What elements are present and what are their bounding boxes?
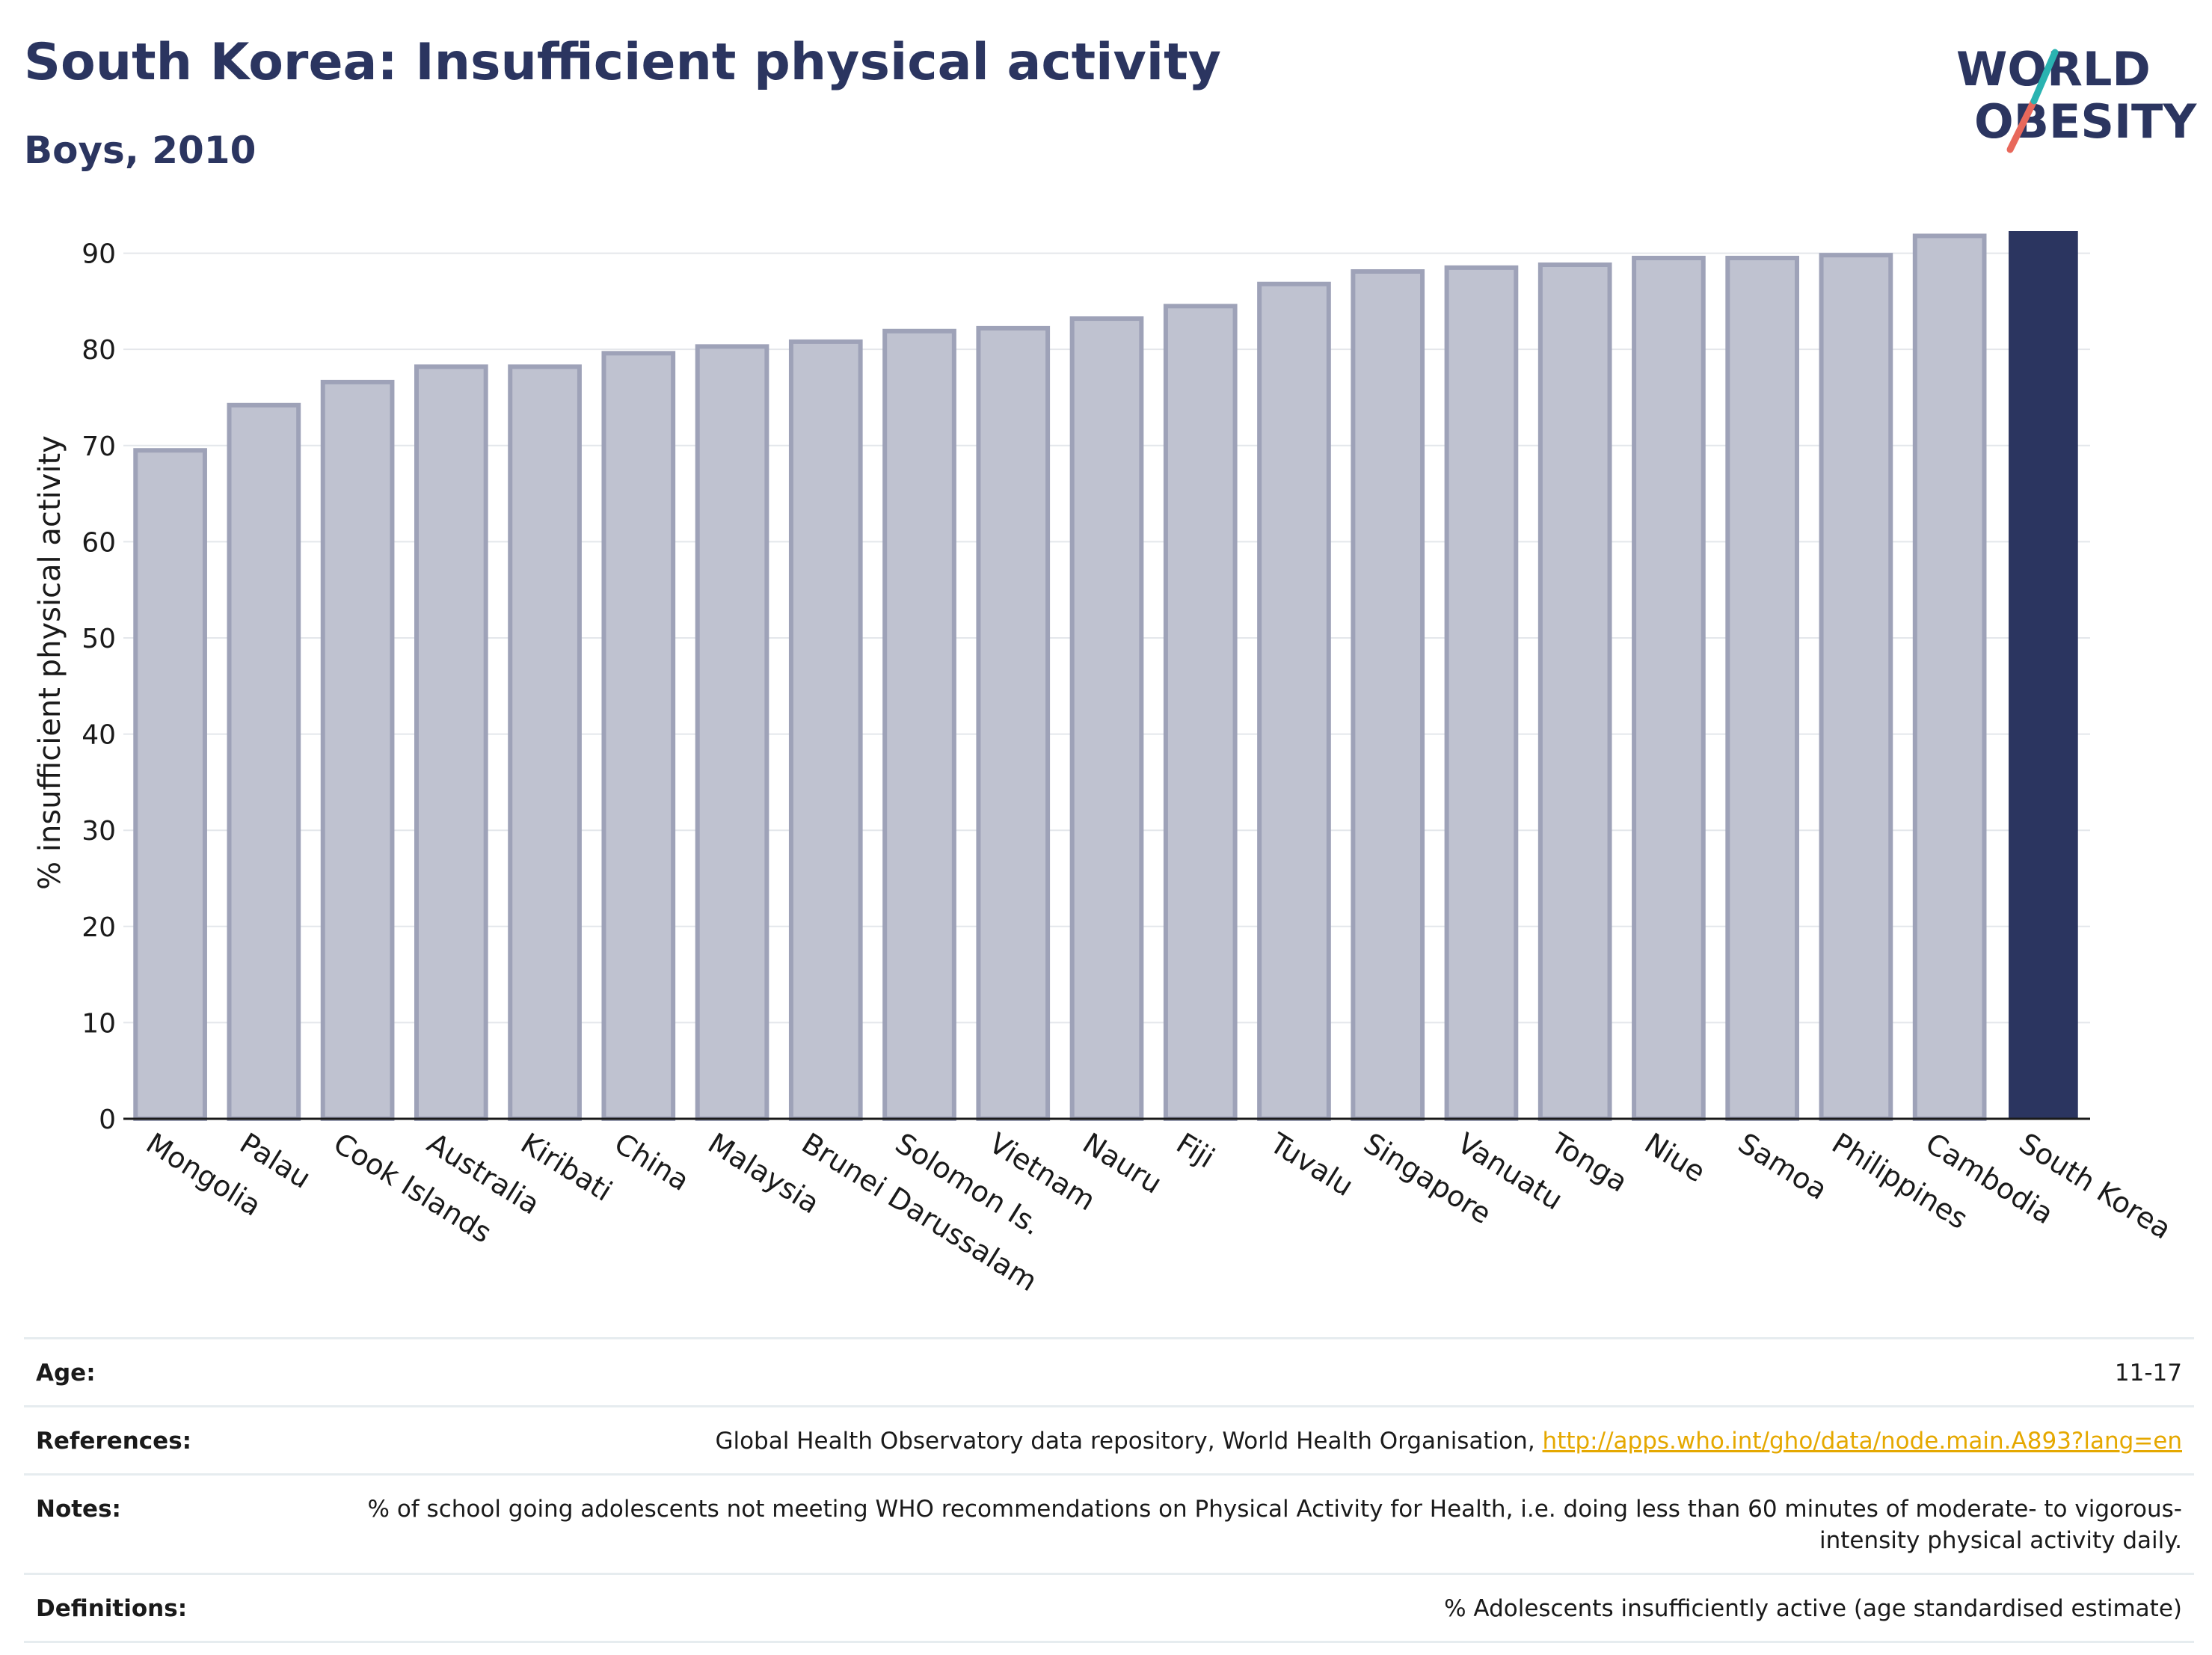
references-link[interactable]: http://apps.who.int/gho/data/node.main.A… (1542, 1428, 2182, 1455)
y-axis-label: % insufficient physical activity (33, 435, 67, 890)
bar-brunei-darussalam (788, 339, 863, 1121)
bar-vanuatu (1444, 265, 1519, 1121)
y-tick-label: 10 (82, 1008, 116, 1039)
references-text: Global Health Observatory data repositor… (715, 1428, 1543, 1455)
y-tick-label: 0 (99, 1105, 116, 1135)
logo-slash-red (2006, 97, 2038, 153)
x-tick-label: Samoa (1733, 1126, 1833, 1206)
bar-niue (1632, 256, 1706, 1121)
y-tick-label: 70 (82, 432, 116, 462)
meta-row-age: Age: 11-17 (24, 1337, 2194, 1405)
bar-mongolia (133, 448, 207, 1121)
y-tick-label: 90 (82, 239, 116, 270)
x-tick-label: China (609, 1126, 695, 1197)
bar-singapore (1351, 269, 1425, 1122)
meta-row-references: References: Global Health Observatory da… (24, 1405, 2194, 1473)
bar-tuvalu (1257, 281, 1331, 1122)
y-tick-label: 50 (82, 624, 116, 654)
meta-row-notes: Notes: % of school going adolescents not… (24, 1473, 2194, 1573)
x-tick-label: Fiji (1170, 1126, 1220, 1174)
y-tick-label: 80 (82, 335, 116, 366)
age-label: Age: (36, 1360, 96, 1387)
metadata-table: Age: 11-17 References: Global Health Obs… (24, 1337, 2194, 1643)
logo-slash-teal (2030, 49, 2059, 105)
references-value: Global Health Observatory data repositor… (715, 1425, 2182, 1457)
bars (133, 231, 2078, 1122)
bar-samoa (1725, 256, 1800, 1121)
bar-philippines (1819, 253, 1893, 1121)
page-title: South Korea: Insufficient physical activ… (24, 33, 1221, 92)
y-tick-labels: 0 10 20 30 40 50 60 70 80 90 (82, 239, 116, 1135)
bar-kiribati (508, 364, 582, 1121)
x-tick-label: Cook Islands (328, 1126, 497, 1249)
bar-vietnam (976, 325, 1051, 1121)
page-subtitle: Boys, 2010 (24, 129, 256, 172)
world-obesity-logo: WORLD OBESITY (1956, 42, 2197, 153)
references-label: References: (36, 1428, 192, 1455)
definitions-value: % Adolescents insufficiently active (age… (1444, 1595, 2182, 1622)
bar-cambodia (1912, 233, 1987, 1121)
x-tick-label: Tuvalu (1264, 1126, 1360, 1203)
bar-malaysia (695, 344, 769, 1122)
y-tick-label: 30 (82, 816, 116, 847)
y-tick-label: 40 (82, 720, 116, 751)
bar-south-korea (2009, 231, 2078, 1119)
bar-china (601, 351, 676, 1121)
x-tick-label: Niue (1639, 1126, 1712, 1188)
bar-palau (227, 402, 301, 1121)
notes-label: Notes: (36, 1496, 121, 1523)
bar-cook-islands (320, 379, 395, 1121)
bar-australia (414, 364, 488, 1121)
age-value: 11-17 (2114, 1360, 2182, 1387)
definitions-label: Definitions: (36, 1595, 188, 1622)
bar-nauru (1069, 316, 1144, 1121)
bar-tonga (1537, 262, 1612, 1121)
bar-fiji (1163, 304, 1238, 1122)
notes-value: % of school going adolescents not meetin… (367, 1496, 2182, 1554)
y-tick-label: 60 (82, 527, 116, 558)
meta-row-definitions: Definitions: % Adolescents insufficientl… (24, 1573, 2194, 1643)
y-tick-label: 20 (82, 912, 116, 943)
bar-solomon-is (882, 328, 956, 1121)
